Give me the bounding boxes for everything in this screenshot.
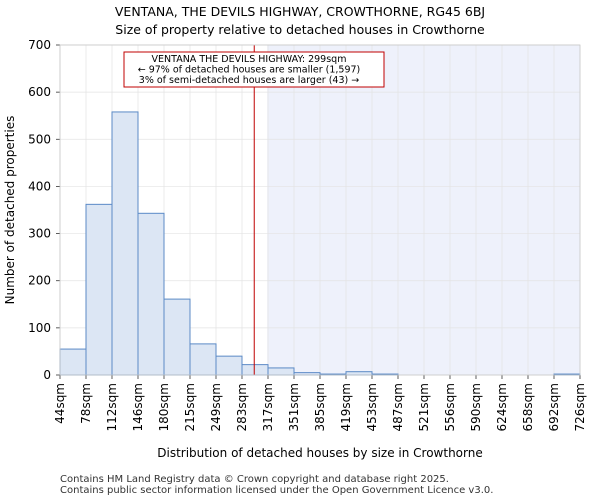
x-tick-label: 521sqm bbox=[417, 383, 431, 431]
bar-215sqm bbox=[189, 343, 217, 376]
x-tick-label: 283sqm bbox=[235, 383, 249, 431]
x-tick-label: 692sqm bbox=[547, 383, 561, 431]
x-tick-label: 146sqm bbox=[131, 383, 145, 431]
x-tick-label: 590sqm bbox=[469, 383, 483, 431]
bars bbox=[59, 111, 581, 376]
x-axis: 44sqm 78sqm 112sqm 146sqm 180sqm 215sqm 249sqm… bbox=[53, 375, 587, 431]
x-tick-label: 249sqm bbox=[209, 383, 223, 431]
y-tick-label: 100 bbox=[28, 321, 51, 335]
annotation-frame bbox=[123, 51, 385, 88]
x-tick-label: 317sqm bbox=[261, 383, 275, 431]
footer-copyright: Contains HM Land Registry data © Crown c… bbox=[60, 474, 449, 485]
annotation-line-2: ← 97% of detached houses are smaller (1,… bbox=[138, 65, 361, 76]
y-tick-label: 700 bbox=[28, 38, 51, 52]
plot-frame bbox=[59, 44, 581, 376]
bar-78sqm bbox=[85, 203, 113, 376]
y-tick-label: 500 bbox=[28, 132, 51, 146]
annotation-line-1: VENTANA THE DEVILS HIGHWAY: 299sqm bbox=[152, 54, 347, 65]
x-tick-label: 453sqm bbox=[365, 383, 379, 431]
bar-317sqm bbox=[267, 367, 295, 376]
footer-licence: Contains public sector information licen… bbox=[60, 485, 494, 496]
x-axis-label: Distribution of detached houses by size … bbox=[157, 446, 482, 460]
x-tick-label: 726sqm bbox=[573, 383, 587, 431]
x-tick-label: 215sqm bbox=[183, 383, 197, 431]
y-tick-label: 0 bbox=[43, 368, 51, 382]
x-tick-label: 44sqm bbox=[53, 383, 67, 424]
y-axis: 0 100 200 300 400 500 600 700 bbox=[28, 38, 60, 382]
y-tick-label: 600 bbox=[28, 85, 51, 99]
x-tick-label: 78sqm bbox=[79, 383, 93, 424]
bar-44sqm bbox=[59, 348, 87, 376]
x-tick-label: 658sqm bbox=[521, 383, 535, 431]
y-tick-label: 400 bbox=[28, 179, 51, 193]
x-tick-label: 385sqm bbox=[313, 383, 327, 431]
y-tick-label: 300 bbox=[28, 227, 51, 241]
y-tick-label: 200 bbox=[28, 274, 51, 288]
bar-249sqm bbox=[215, 355, 243, 376]
bar-180sqm bbox=[163, 298, 191, 376]
annotation-line-3: 3% of semi-detached houses are larger (4… bbox=[139, 75, 359, 86]
chart-subtitle: Size of property relative to detached ho… bbox=[115, 22, 485, 37]
bar-112sqm bbox=[111, 111, 139, 376]
x-tick-label: 624sqm bbox=[495, 383, 509, 431]
y-axis-label: Number of detached properties bbox=[3, 116, 17, 305]
x-tick-label: 487sqm bbox=[391, 383, 405, 431]
x-tick-label: 556sqm bbox=[443, 383, 457, 431]
bar-146sqm bbox=[137, 212, 165, 376]
x-tick-label: 112sqm bbox=[105, 383, 119, 431]
bar-419sqm bbox=[345, 371, 373, 376]
chart-title: VENTANA, THE DEVILS HIGHWAY, CROWTHORNE,… bbox=[114, 4, 486, 19]
x-tick-label: 419sqm bbox=[339, 383, 353, 431]
larger-region-shading bbox=[267, 45, 580, 375]
annotation-box: VENTANA THE DEVILS HIGHWAY: 299sqm ← 97%… bbox=[123, 51, 385, 88]
x-tick-label: 351sqm bbox=[287, 383, 301, 431]
x-tick-label: 180sqm bbox=[157, 383, 171, 431]
bar-283sqm bbox=[241, 364, 269, 376]
